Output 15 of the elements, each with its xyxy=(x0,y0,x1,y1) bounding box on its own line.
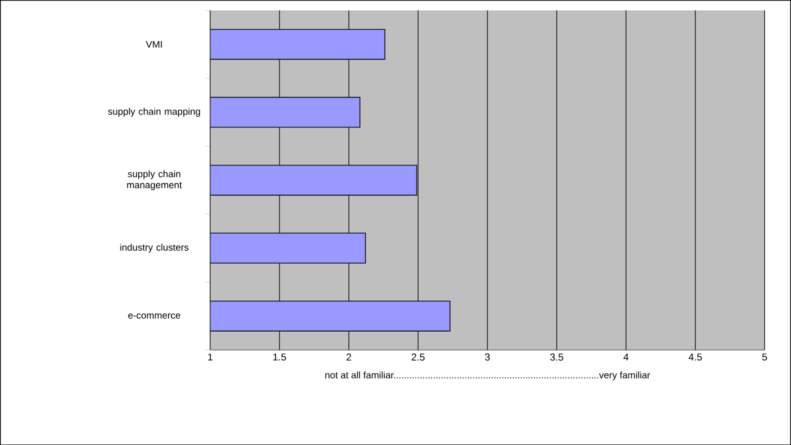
y-tick-label: VMI xyxy=(146,40,162,48)
x-tick-label: 2.5 xyxy=(412,353,425,360)
x-tick-label: 4.5 xyxy=(688,353,702,360)
x-tick-label: 1.5 xyxy=(273,353,286,360)
x-tick-label: 1 xyxy=(208,353,212,360)
y-tick-label: e-commerce xyxy=(128,313,180,319)
x-axis-title: not at all familiar..............................................................................very familiar xyxy=(325,371,650,380)
x-tick-label: 5 xyxy=(762,353,767,360)
x-tick-label: 3.5 xyxy=(550,353,564,360)
x-tick-label: 4 xyxy=(623,353,629,360)
x-tick-label: 3 xyxy=(485,353,490,360)
x-tick-label: 2 xyxy=(346,353,352,360)
y-tick-label: supply chain management xyxy=(127,170,182,190)
y-tick-label: industry clusters xyxy=(120,244,188,252)
y-tick-label: supply chain mapping xyxy=(108,108,200,117)
